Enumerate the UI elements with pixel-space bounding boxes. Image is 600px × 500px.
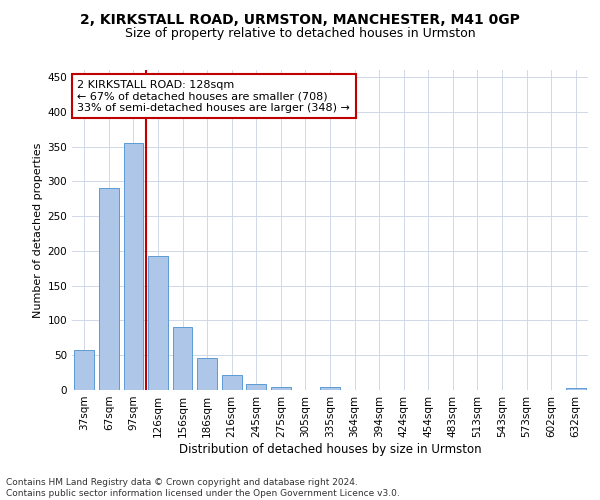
Bar <box>99 188 119 390</box>
Bar <box>74 350 94 390</box>
Bar <box>148 256 168 390</box>
Bar <box>222 376 242 390</box>
Bar <box>247 384 266 390</box>
Text: 2 KIRKSTALL ROAD: 128sqm
← 67% of detached houses are smaller (708)
33% of semi-: 2 KIRKSTALL ROAD: 128sqm ← 67% of detach… <box>77 80 350 113</box>
Text: 2, KIRKSTALL ROAD, URMSTON, MANCHESTER, M41 0GP: 2, KIRKSTALL ROAD, URMSTON, MANCHESTER, … <box>80 12 520 26</box>
Text: Size of property relative to detached houses in Urmston: Size of property relative to detached ho… <box>125 28 475 40</box>
Bar <box>197 358 217 390</box>
Text: Contains HM Land Registry data © Crown copyright and database right 2024.
Contai: Contains HM Land Registry data © Crown c… <box>6 478 400 498</box>
X-axis label: Distribution of detached houses by size in Urmston: Distribution of detached houses by size … <box>179 442 481 456</box>
Bar <box>271 387 290 390</box>
Bar <box>566 388 586 390</box>
Bar <box>320 386 340 390</box>
Bar <box>124 143 143 390</box>
Bar <box>173 326 193 390</box>
Y-axis label: Number of detached properties: Number of detached properties <box>33 142 43 318</box>
